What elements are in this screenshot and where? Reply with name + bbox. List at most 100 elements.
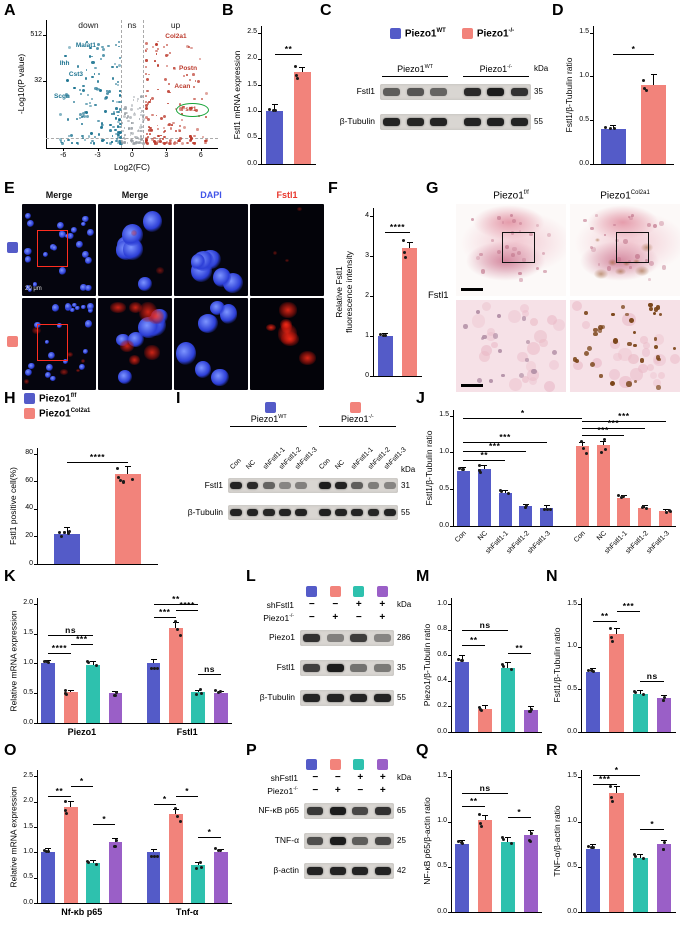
scatter-point (96, 87, 100, 91)
blot-strip (300, 690, 394, 706)
scatter-point (131, 142, 135, 145)
scatter-point (90, 139, 94, 143)
error-bar (127, 465, 129, 475)
cell-dot (498, 349, 503, 354)
cell-dot (649, 306, 654, 311)
blot-band (262, 481, 275, 490)
scatter-point (115, 82, 118, 85)
fstl1-stain (148, 308, 165, 325)
significance-label: ns (479, 619, 491, 630)
data-point (502, 664, 506, 668)
scatter-point (116, 84, 119, 86)
error-cap (459, 839, 466, 841)
bar (377, 336, 393, 376)
data-point (609, 626, 613, 630)
cell-dot (475, 310, 480, 315)
blot-band (329, 836, 346, 846)
condition-symbol: + (379, 599, 386, 610)
scatter-point (93, 73, 96, 75)
data-point (384, 333, 388, 337)
y-tick (34, 801, 37, 803)
scatter-point (140, 110, 144, 113)
condition-symbol: + (334, 785, 341, 796)
bar (659, 511, 673, 526)
bar (266, 111, 284, 164)
significance-label: *** (76, 634, 88, 645)
tissue-texture (512, 247, 517, 252)
scatter-point (140, 124, 142, 127)
volcano-plot: -Log10(P value) down ns up 512 32 -6 -3 0 3 6 Log2(… (16, 8, 222, 176)
data-point (119, 479, 123, 483)
significance-line (507, 652, 531, 654)
scatter-point (146, 89, 149, 93)
scatter-point (85, 69, 88, 71)
y-axis (37, 598, 38, 724)
blot-band (373, 693, 391, 703)
significance-line (582, 428, 645, 430)
y-tick-label: 1.5 (567, 599, 577, 607)
x-axis (37, 903, 232, 904)
blot-band (383, 87, 401, 97)
y-tick-label: 1.5 (567, 772, 577, 780)
panel-letter-p: P (246, 742, 257, 759)
error-bar (70, 689, 72, 693)
data-point (604, 126, 608, 130)
error-bar (484, 705, 486, 710)
scatter-point (156, 124, 159, 127)
tissue-texture (538, 338, 548, 348)
scatter-point (163, 78, 167, 82)
error-cap (613, 628, 620, 630)
error-bar (507, 837, 509, 842)
data-point (584, 451, 588, 455)
scatter-point (98, 87, 101, 90)
significance-label: *** (159, 607, 171, 618)
error-bar (92, 860, 94, 864)
data-point (199, 865, 203, 869)
scatter-point (144, 137, 148, 140)
fstl1-stain (75, 368, 81, 372)
scatter-point (163, 45, 166, 49)
cell-dot (525, 339, 531, 345)
x-axis (593, 164, 674, 165)
data-point (644, 506, 648, 510)
scatter-point (150, 113, 154, 117)
blot-band (464, 117, 481, 127)
data-point (525, 504, 529, 508)
x-axis (37, 564, 158, 565)
legend-swatch (461, 28, 473, 40)
scatter-point (144, 107, 148, 111)
scatter-point (169, 138, 173, 142)
scatter-point (80, 115, 84, 118)
region-label: down (78, 20, 99, 30)
data-point (499, 490, 503, 494)
error-cap (90, 661, 97, 663)
cell-dot (589, 362, 595, 368)
cell-dot (626, 381, 632, 387)
data-point (528, 839, 532, 843)
scatter-point (137, 108, 140, 111)
y-tick-label: 60 (25, 476, 33, 484)
cell-dot (653, 337, 658, 342)
scatter-point (205, 92, 209, 96)
scatter-point (72, 86, 76, 90)
scatter-point (155, 114, 158, 117)
y-tick (448, 629, 451, 631)
legend-item (350, 402, 361, 413)
data-point (195, 866, 199, 870)
inset-box (36, 229, 68, 267)
tissue-texture (628, 259, 632, 263)
y-tick (258, 137, 261, 139)
gene-label: Cst3 (68, 71, 84, 79)
data-point (149, 667, 153, 671)
tissue-texture (590, 226, 594, 231)
nucleus (213, 267, 232, 288)
cell-dot (574, 358, 579, 363)
tissue-texture (526, 342, 540, 356)
y-tick (578, 912, 581, 913)
nucleus (25, 368, 33, 376)
error-cap (124, 465, 131, 467)
scatter-point (153, 142, 157, 145)
y-tick (34, 453, 37, 455)
scatter-point (59, 139, 63, 143)
scatter-point (154, 59, 156, 62)
